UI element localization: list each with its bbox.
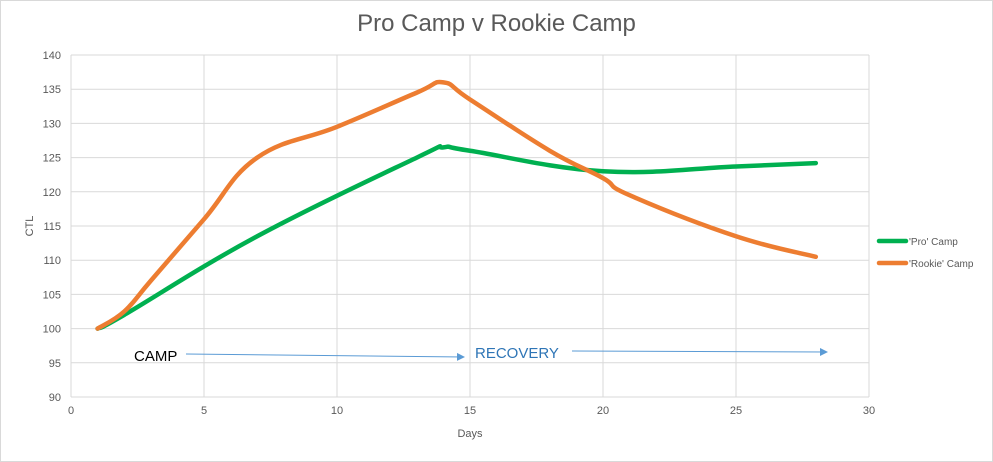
y-axis-label: CTL bbox=[24, 216, 36, 237]
y-tick-label: 110 bbox=[43, 255, 61, 267]
series-line-pro-camp bbox=[95, 144, 819, 331]
chart-title: Pro Camp v Rookie Camp bbox=[357, 10, 636, 37]
series-lines bbox=[95, 79, 819, 331]
y-tick-label: 140 bbox=[43, 50, 61, 62]
y-tick-label: 125 bbox=[43, 153, 61, 165]
y-tick-label: 115 bbox=[43, 221, 61, 233]
y-tick-label: 90 bbox=[49, 392, 61, 404]
gridlines bbox=[70, 54, 870, 398]
legend: 'Pro' Camp 'Rookie' Camp bbox=[876, 237, 974, 270]
legend-label-rookie-camp: 'Rookie' Camp bbox=[909, 259, 974, 270]
legend-label-pro-camp: 'Pro' Camp bbox=[909, 237, 958, 248]
x-tick-label: 5 bbox=[201, 405, 207, 417]
y-tick-label: 130 bbox=[43, 118, 61, 130]
x-tick-label: 25 bbox=[730, 405, 742, 417]
x-tick-label: 30 bbox=[863, 405, 875, 417]
annotation-arrow-camp bbox=[185, 352, 465, 361]
y-tick-label: 100 bbox=[43, 324, 61, 336]
y-tick-label: 135 bbox=[43, 84, 61, 96]
y-tick-label: 95 bbox=[49, 358, 61, 370]
annotation-camp: CAMP bbox=[134, 348, 177, 365]
x-axis-label: Days bbox=[457, 428, 483, 440]
x-tick-label: 10 bbox=[331, 405, 343, 417]
x-tick-label: 0 bbox=[68, 405, 74, 417]
y-tick-label: 105 bbox=[43, 289, 61, 301]
y-tick-label: 120 bbox=[43, 187, 61, 199]
annotations: CAMP RECOVERY bbox=[134, 345, 828, 365]
x-tick-label: 20 bbox=[597, 405, 609, 417]
x-tick-label: 15 bbox=[464, 405, 476, 417]
annotation-recovery: RECOVERY bbox=[475, 345, 559, 362]
annotation-arrow-recovery bbox=[571, 347, 828, 356]
axes: 90 95 100 105 110 115 120 125 130 135 140 0 5 10 15 20 2… bbox=[24, 50, 875, 440]
series-line-rookie-camp bbox=[95, 79, 819, 331]
